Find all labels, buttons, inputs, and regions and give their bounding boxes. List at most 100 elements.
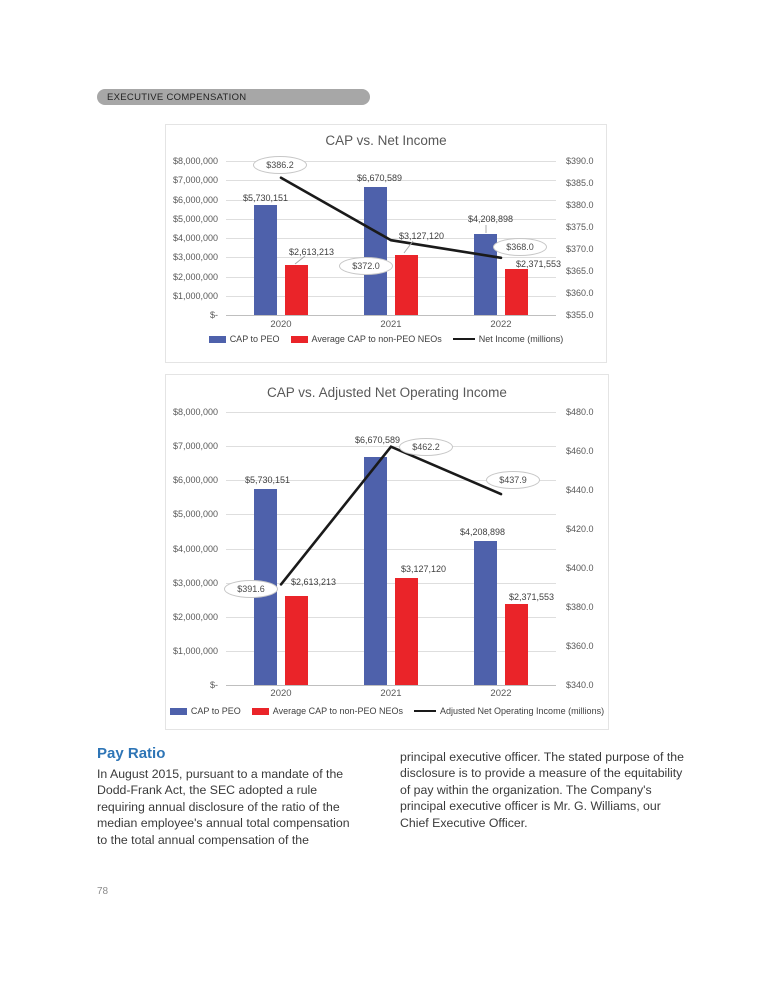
right-axis-tick-label: $460.0	[566, 446, 594, 456]
gridline	[226, 412, 556, 413]
right-axis-tick-label: $480.0	[566, 407, 594, 417]
left-axis-tick-label: $4,000,000	[172, 233, 218, 243]
line-value-callout: $372.0	[339, 257, 393, 275]
right-axis-tick-label: $370.0	[566, 244, 594, 254]
x-axis-label: 2022	[490, 319, 512, 330]
legend-line-swatch	[452, 337, 475, 341]
legend-line-swatch	[414, 709, 436, 713]
left-axis-tick-label: $-	[209, 680, 218, 690]
left-axis-tick-label: $2,000,000	[172, 271, 218, 282]
left-axis-tick-label: $5,000,000	[172, 509, 218, 520]
bar-cap-to-peo	[254, 204, 277, 315]
left-axis-tick-label: $5,000,000	[172, 213, 218, 224]
left-axis-tick-label: $8,000,000	[172, 156, 218, 166]
line-series-net-income	[279, 176, 503, 265]
bar-avg-cap-non-peo-neos	[505, 269, 528, 315]
bar-value-label: $2,613,213	[288, 246, 335, 257]
chart-title: CAP vs. Net Income	[325, 133, 447, 148]
bar-value-label: $2,613,213	[290, 576, 337, 587]
right-axis-tick-label: $390.0	[566, 156, 594, 166]
x-axis-label: 2021	[380, 319, 402, 330]
gridline	[226, 480, 556, 482]
legend-label: Average CAP to non-PEO NEOs	[311, 334, 442, 344]
x-axis-label: 2020	[270, 319, 292, 330]
bar-avg-cap-non-peo-neos	[395, 254, 418, 315]
gridline	[226, 582, 556, 584]
legend-item: Average CAP to non-PEO NEOs	[290, 334, 442, 344]
chart-cap-vs-adjusted-net-operating-income: CAP vs. Adjusted Net Operating Income $8,…	[165, 374, 609, 730]
left-axis-tick-label: $3,000,000	[172, 252, 218, 263]
legend-item: Net Income (millions)	[452, 334, 564, 344]
legend-label: CAP to PEO	[229, 334, 280, 344]
chart-title: CAP vs. Adjusted Net Operating Income	[267, 385, 507, 400]
gridline	[226, 514, 556, 516]
bar-value-label: $6,670,589	[356, 172, 403, 183]
legend-item: Adjusted Net Operating Income (millions)	[414, 706, 604, 716]
left-axis-tick-label: $-	[209, 310, 218, 320]
gridline	[226, 257, 556, 259]
line-value-callout: $386.2	[253, 156, 307, 174]
gridline	[226, 685, 556, 686]
pay-ratio-heading: Pay Ratio	[97, 745, 166, 762]
section-tag: EXECUTIVE COMPENSATION	[97, 89, 370, 105]
bar-value-label: $2,371,553	[515, 259, 562, 270]
right-axis-tick-label: $385.0	[566, 178, 594, 188]
gridline	[226, 180, 556, 182]
bar-avg-cap-non-peo-neos	[285, 595, 308, 685]
gridline	[226, 616, 556, 618]
right-axis-tick-label: $360.0	[566, 288, 594, 298]
legend-label: Net Income (millions)	[478, 334, 564, 344]
right-axis-tick-label: $355.0	[566, 310, 594, 320]
bar-avg-cap-non-peo-neos	[505, 604, 528, 685]
x-axis-label: 2021	[380, 688, 402, 699]
line-value-callout: $437.9	[486, 471, 540, 489]
gridline	[226, 238, 556, 239]
gridline	[226, 161, 556, 162]
bar-cap-to-peo	[364, 186, 387, 315]
bar-value-label: $5,730,151	[244, 475, 291, 486]
pay-ratio-text-column-1: In August 2015, pursuant to a mandate of…	[97, 767, 350, 847]
legend-label: Average CAP to non-PEO NEOs	[272, 706, 403, 716]
left-axis-tick-label: $6,000,000	[172, 475, 218, 486]
bar-value-label: $3,127,120	[398, 230, 445, 241]
bar-avg-cap-non-peo-neos	[395, 578, 418, 685]
line-value-callout: $462.2	[399, 438, 453, 456]
legend-bar-swatch	[251, 707, 269, 715]
left-axis-tick-label: $4,000,000	[172, 543, 218, 554]
line-series-adjusted-net-operating-income	[279, 445, 503, 586]
left-axis-tick-label: $3,000,000	[172, 577, 218, 588]
right-axis-tick-label: $380.0	[566, 200, 594, 210]
right-axis-tick-label: $380.0	[566, 602, 594, 612]
x-axis-label: 2020	[270, 688, 292, 699]
bar-value-label: $4,208,898	[459, 527, 506, 538]
gridline	[226, 218, 556, 220]
line-value-callout: $391.6	[224, 580, 278, 598]
legend-label: Adjusted Net Operating Income (millions)	[440, 706, 605, 716]
right-axis-tick-label: $420.0	[566, 524, 594, 534]
line-value-callout: $368.0	[493, 238, 547, 256]
right-axis-tick-label: $400.0	[566, 563, 594, 573]
left-axis-tick-label: $7,000,000	[172, 441, 218, 452]
left-axis-tick-label: $2,000,000	[172, 611, 218, 622]
gridline	[226, 650, 556, 652]
left-axis-tick-label: $7,000,000	[172, 175, 218, 186]
bar-value-label: $2,371,553	[508, 592, 555, 603]
bar-value-label: $4,208,898	[467, 213, 514, 224]
gridline	[226, 548, 556, 550]
left-axis-tick-label: $8,000,000	[172, 407, 218, 417]
legend-bar-swatch	[290, 335, 308, 343]
legend-bar-swatch	[208, 335, 226, 343]
bar-avg-cap-non-peo-neos	[285, 264, 308, 315]
legend-label: CAP to PEO	[190, 706, 241, 716]
legend-bar-swatch	[169, 707, 187, 715]
chart-legend: CAP to PEO Average CAP to non-PEO NEOs Adj…	[166, 706, 608, 716]
bar-cap-to-peo	[364, 457, 387, 685]
gridline	[226, 199, 556, 201]
pay-ratio-text-column-2: principal executive officer. The stated …	[400, 750, 684, 830]
right-axis-tick-label: $360.0	[566, 641, 594, 651]
section-tag-label: EXECUTIVE COMPENSATION	[107, 91, 247, 103]
gridline	[226, 315, 556, 316]
right-axis-tick-label: $440.0	[566, 485, 594, 495]
gridline	[226, 276, 556, 278]
